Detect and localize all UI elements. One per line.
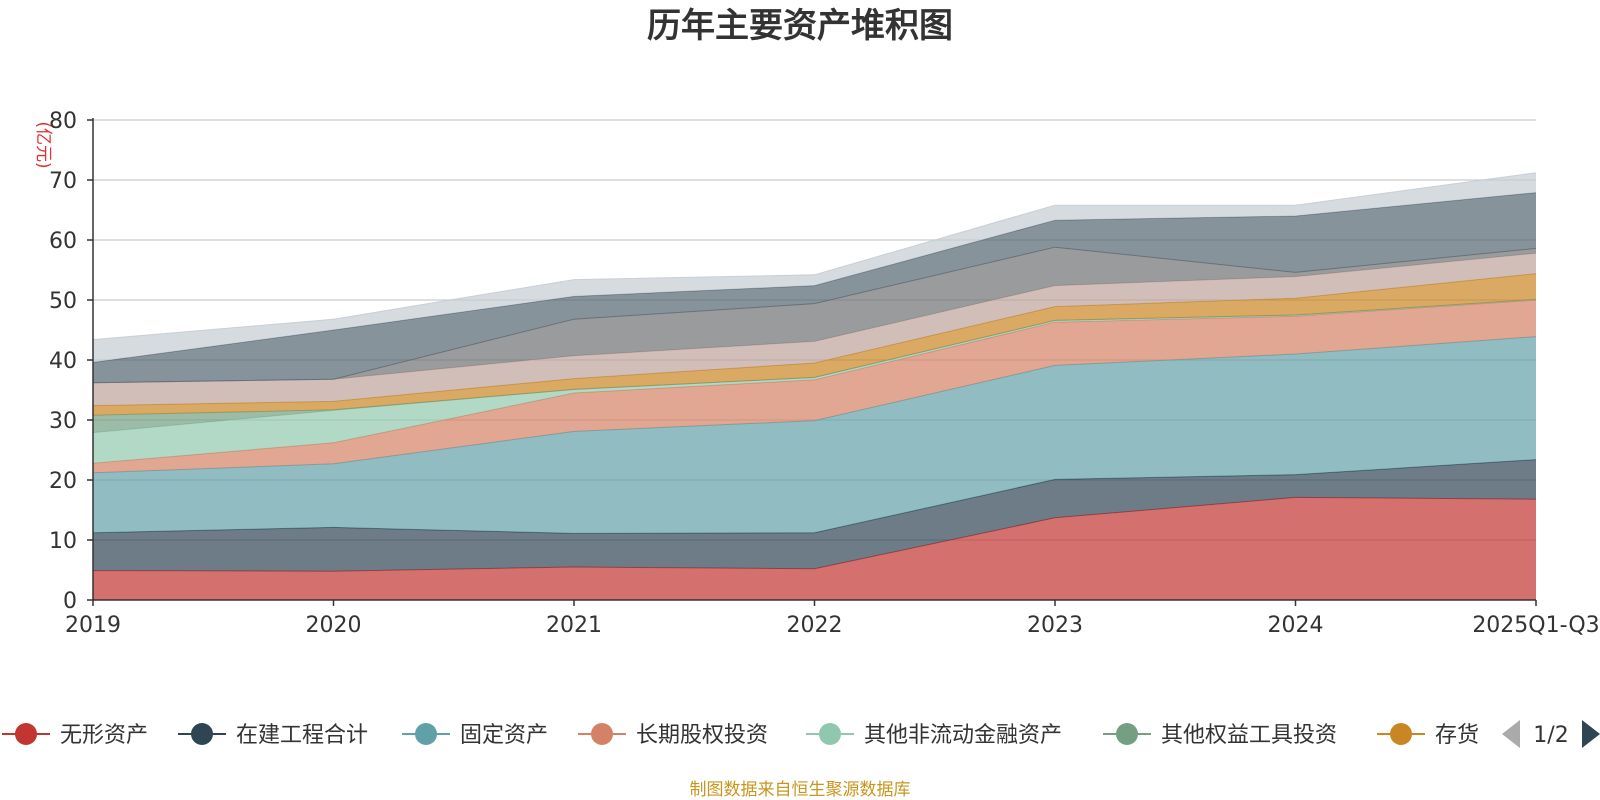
y-tick-label: 80 <box>49 109 77 134</box>
legend-label: 固定资产 <box>460 723 548 748</box>
y-tick-label: 0 <box>63 589 77 614</box>
legend-label: 在建工程合计 <box>236 723 368 748</box>
legend-item[interactable]: 无形资产 <box>2 723 148 748</box>
x-tick-label: 2024 <box>1268 613 1324 638</box>
area-固定资产 <box>93 336 1536 534</box>
source-note: 制图数据来自恒生聚源数据库 <box>690 780 911 800</box>
x-tick-label: 2020 <box>306 613 362 638</box>
pager-prev-icon[interactable] <box>1502 720 1520 748</box>
y-tick-label: 50 <box>49 289 77 314</box>
legend-item[interactable]: 固定资产 <box>402 723 548 748</box>
axes: 0 10 20 30 40 50 60 70 80 2019 2020 2021 2022 2023 202… <box>49 109 1600 638</box>
legend-circle-icon <box>591 723 613 745</box>
area-其他2 <box>93 247 1536 383</box>
legend-item[interactable]: 在建工程合计 <box>178 723 368 748</box>
legend-label: 存货 <box>1435 723 1479 748</box>
legend-item[interactable]: 其他权益工具投资 <box>1103 723 1337 748</box>
area-其他非流动金融资产 <box>93 299 1536 464</box>
y-axis-unit: (亿元) <box>33 121 53 168</box>
y-tick-label: 20 <box>49 469 77 494</box>
x-tick-label: 2023 <box>1027 613 1083 638</box>
legend-label: 其他权益工具投资 <box>1161 723 1337 748</box>
y-tick-label: 70 <box>49 169 77 194</box>
area-其他3 <box>93 192 1536 383</box>
area-series <box>92 172 1537 600</box>
area-长期股权投资 <box>93 300 1536 473</box>
chart-title: 历年主要资产堆积图 <box>647 6 953 46</box>
area-在建工程合计 <box>93 459 1536 572</box>
legend: 无形资产 在建工程合计 固定资产 长期股权投资 其他非流动金融资产 其他权益工具投资 存货 <box>2 723 1479 748</box>
legend-circle-icon <box>415 723 437 745</box>
area-存货 <box>93 273 1536 416</box>
x-tick-label: 2021 <box>546 613 602 638</box>
area-其他权益工具投资 <box>93 299 1536 433</box>
y-tick-label: 40 <box>49 349 77 374</box>
legend-circle-icon <box>15 723 37 745</box>
y-tick-label: 10 <box>49 529 77 554</box>
area-无形资产 <box>93 497 1536 600</box>
legend-item[interactable]: 存货 <box>1377 723 1479 748</box>
pager-next-icon[interactable] <box>1582 720 1600 748</box>
legend-label: 长期股权投资 <box>636 723 768 748</box>
x-tick-label: 2025Q1-Q3 <box>1472 613 1599 638</box>
legend-circle-icon <box>1390 723 1412 745</box>
legend-circle-icon <box>819 723 841 745</box>
legend-label: 其他非流动金融资产 <box>864 723 1062 748</box>
x-tick-label: 2019 <box>65 613 121 638</box>
legend-pager: 1/2 <box>1502 720 1600 748</box>
line-其他4 <box>92 172 1537 341</box>
legend-item[interactable]: 长期股权投资 <box>578 723 768 748</box>
y-tick-label: 60 <box>49 229 77 254</box>
pager-label: 1/2 <box>1533 723 1568 748</box>
legend-circle-icon <box>191 723 213 745</box>
y-tick-label: 30 <box>49 409 77 434</box>
x-tick-label: 2022 <box>787 613 843 638</box>
legend-label: 无形资产 <box>60 723 148 748</box>
legend-item[interactable]: 其他非流动金融资产 <box>806 723 1062 748</box>
legend-circle-icon <box>1116 723 1138 745</box>
